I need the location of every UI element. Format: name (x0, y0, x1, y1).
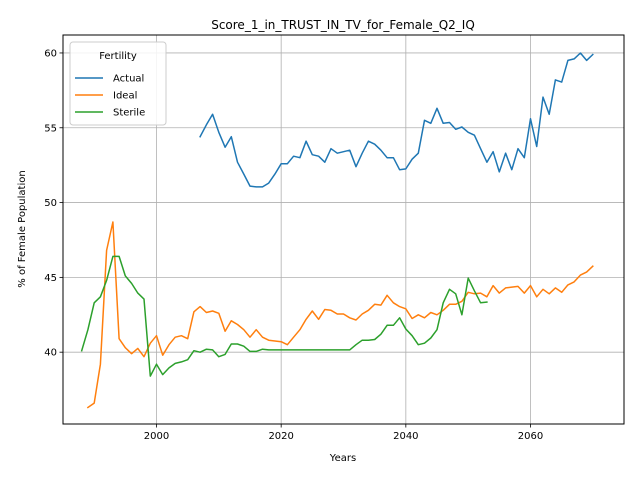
x-tick-label: 2000 (144, 431, 169, 442)
legend-label-ideal: Ideal (113, 91, 137, 102)
x-tick-label: 2020 (268, 431, 293, 442)
y-tick-label: 55 (44, 123, 57, 134)
y-axis: 40 45 50 55 60 (44, 48, 63, 359)
y-tick-label: 50 (44, 198, 57, 209)
y-tick-label: 45 (44, 273, 57, 284)
legend-box (69, 41, 167, 126)
series-line-ideal (86, 221, 594, 409)
series-lines (80, 52, 594, 409)
chart-title: Score_1_in_TRUST_IN_TV_for_Female_Q2_IQ (211, 18, 475, 32)
x-tick-label: 2060 (518, 431, 543, 442)
legend-label-sterile: Sterile (113, 108, 145, 119)
y-tick-label: 60 (44, 48, 57, 59)
legend-title: Fertility (99, 51, 137, 62)
y-tick-label: 40 (44, 348, 57, 359)
series-line-sterile (80, 255, 488, 377)
legend-label-actual: Actual (113, 74, 144, 85)
x-tick-label: 2040 (393, 431, 418, 442)
y-axis-title: % of Female Population (17, 170, 28, 287)
legend-items: Actual Ideal Sterile (75, 74, 145, 119)
series-line-actual (199, 52, 594, 188)
x-axis-title: Years (329, 453, 356, 464)
legend: Fertility Actual Ideal Sterile (69, 41, 167, 126)
plot-frame (62, 34, 625, 425)
x-axis: 2000 2020 2040 2060 (144, 424, 543, 442)
